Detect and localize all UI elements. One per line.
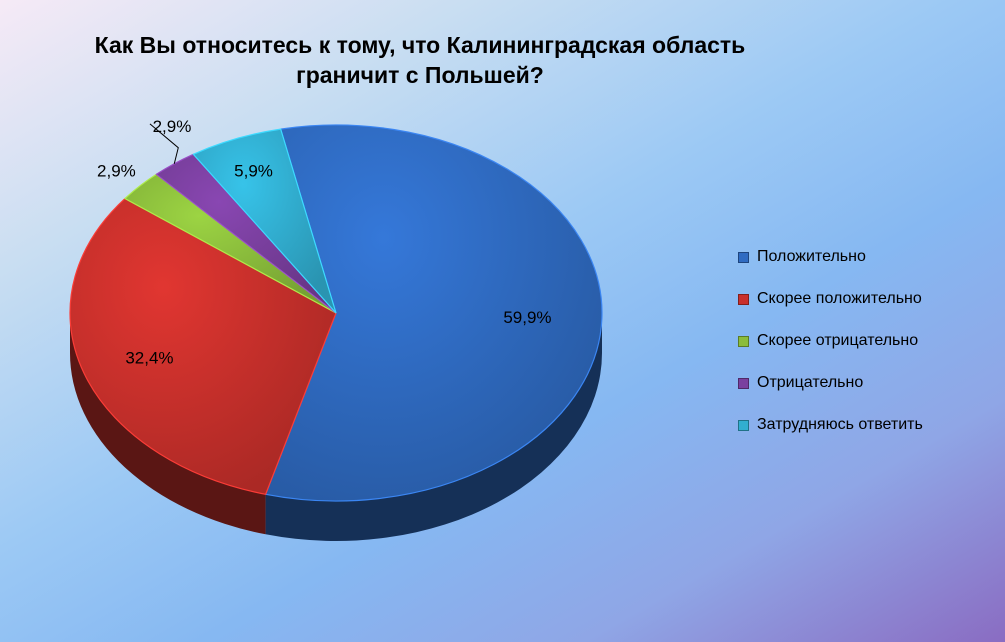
- legend: Положительно Скорее положительно Скорее от…: [738, 236, 923, 446]
- legend-swatch-3: [738, 335, 749, 347]
- pie-slice-1: [264, 124, 603, 502]
- legend-item-5: Затрудняюсь ответить: [738, 404, 923, 446]
- data-label-1: 59,9%: [503, 308, 551, 327]
- pie-slice-2: [69, 197, 337, 495]
- legend-label-5: Затрудняюсь ответить: [757, 416, 923, 433]
- legend-label-4: Отрицательно: [757, 374, 864, 391]
- pie-side-0: [265, 313, 602, 541]
- data-label-3: 2,9%: [97, 162, 136, 181]
- legend-label-2: Скорее положительно: [757, 290, 922, 307]
- legend-swatch-2: [738, 293, 749, 305]
- legend-swatch-1: [738, 251, 749, 263]
- legend-item-1: Положительно: [738, 236, 923, 278]
- data-label-4: 2,9%: [153, 117, 192, 136]
- legend-item-4: Отрицательно: [738, 362, 923, 404]
- legend-swatch-4: [738, 377, 749, 389]
- legend-label-1: Положительно: [757, 248, 866, 265]
- leader-line: [149, 123, 179, 164]
- pie-sides: [70, 313, 602, 541]
- legend-item-2: Скорее положительно: [738, 278, 923, 320]
- data-label-5: 5,9%: [234, 161, 273, 180]
- legend-swatch-5: [738, 419, 749, 431]
- legend-label-3: Скорее отрицательно: [757, 332, 919, 349]
- legend-item-3: Скорее отрицательно: [738, 320, 923, 362]
- data-label-2: 32,4%: [125, 348, 173, 367]
- chart-title: Как Вы относитесь к тому, что Калинингра…: [94, 32, 746, 88]
- pie-slice-5: [192, 128, 337, 314]
- pie-side-1: [70, 313, 266, 535]
